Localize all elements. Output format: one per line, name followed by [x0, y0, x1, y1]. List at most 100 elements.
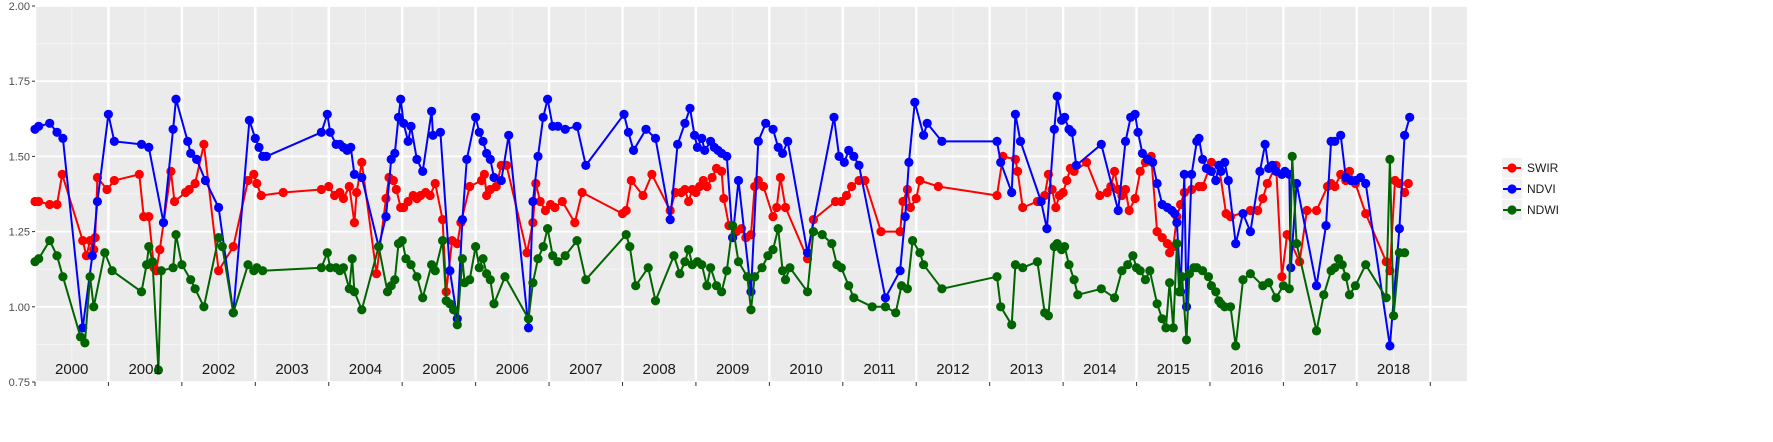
y-tick-label: 2.00 — [9, 1, 30, 13]
ndvi-point — [1036, 196, 1046, 207]
series-ndwi — [30, 151, 1410, 375]
ndwi-point — [397, 236, 407, 246]
swir-point — [1135, 166, 1145, 176]
ndwi-point — [867, 302, 877, 312]
ndwi-point — [1177, 272, 1187, 282]
year-label: 2008 — [643, 361, 676, 378]
ndvi-point — [1336, 130, 1346, 140]
ndwi-point — [474, 263, 484, 273]
ndvi-point — [849, 151, 859, 161]
ndwi-point — [669, 251, 679, 261]
swir-point — [45, 199, 55, 210]
swir-point — [1330, 181, 1340, 192]
swir-point — [1051, 202, 1061, 213]
ndvi-point — [1321, 221, 1331, 231]
ndwi-point — [533, 254, 543, 264]
ndvi-point — [1286, 263, 1296, 273]
ndwi-point — [523, 314, 534, 324]
ndvi-point — [103, 109, 113, 119]
ndvi-point — [700, 145, 710, 155]
ndwi-point — [937, 284, 947, 294]
ndwi-point — [746, 305, 756, 315]
year-label: 2005 — [422, 361, 455, 378]
ndwi-point — [631, 281, 641, 291]
ndvi-point — [1133, 127, 1143, 137]
ndwi-point — [357, 305, 367, 315]
ndvi-point — [168, 124, 178, 134]
ndwi-point — [572, 236, 582, 246]
legend: SWIR NDVI NDWI — [1502, 158, 1559, 220]
swir-point — [199, 139, 209, 149]
ndwi-point — [1032, 257, 1042, 267]
ndwi-point — [1203, 272, 1214, 282]
swir-point — [1253, 205, 1263, 216]
swir-point — [1124, 205, 1134, 216]
ndwi-point — [621, 230, 631, 240]
ndvi-point — [403, 136, 413, 146]
ndvi-point — [543, 94, 553, 104]
ndwi-point — [757, 263, 767, 273]
ndwi-point — [1135, 266, 1145, 276]
ndwi-point — [1140, 275, 1150, 285]
swir-point — [190, 178, 200, 189]
ndwi-point — [1010, 260, 1021, 270]
ndwi-point — [478, 254, 488, 264]
swir-point — [381, 193, 391, 204]
ndvi-point — [753, 136, 763, 146]
year-label: 2013 — [1010, 361, 1043, 378]
ndwi-point — [581, 275, 591, 285]
swir-point — [102, 184, 112, 195]
ndvi-point — [1137, 148, 1147, 158]
y-tick-label: 0.75 — [9, 377, 30, 389]
legend-label: NDWI — [1527, 203, 1559, 217]
swir-point — [316, 184, 326, 195]
ndwi-point — [1225, 302, 1236, 312]
swir-point — [371, 269, 382, 279]
ndvi-point — [904, 157, 914, 167]
ndvi-point — [1400, 130, 1410, 140]
swir-point — [403, 196, 413, 207]
ndwi-point — [1165, 278, 1175, 288]
ndvi-point — [553, 121, 563, 131]
year-label: 2009 — [716, 361, 749, 378]
ndwi-point — [136, 287, 147, 297]
swir-point — [626, 175, 636, 186]
ndvi-point — [1010, 109, 1021, 119]
ndvi-point — [689, 130, 700, 140]
swir-point — [1206, 157, 1216, 167]
swir-point — [252, 178, 262, 189]
ndwi-point — [153, 365, 163, 375]
ndvi-point — [1067, 127, 1077, 137]
ndwi-point — [1096, 284, 1106, 294]
swir-point — [1013, 166, 1023, 176]
ndvi-point — [528, 196, 538, 207]
ndvi-point — [685, 103, 695, 113]
swir-point — [349, 218, 359, 228]
ndvi-point — [641, 124, 651, 134]
ndvi-point — [992, 136, 1002, 146]
ndwi-point — [1264, 278, 1274, 288]
ndvi-point — [485, 154, 495, 164]
swir-point — [847, 181, 857, 192]
swir-point — [214, 266, 224, 276]
ndvi-point — [428, 130, 438, 140]
ndwi-point — [1389, 311, 1399, 321]
ndvi-point — [665, 215, 675, 225]
ndwi-point — [1287, 151, 1297, 161]
ndwi-point — [107, 266, 117, 276]
ndwi-point — [817, 230, 827, 240]
swir-point — [134, 169, 144, 179]
ndvi-point — [839, 157, 849, 167]
ndvi-point — [45, 118, 55, 128]
ndwi-point — [1073, 290, 1083, 300]
ndwi-point — [1152, 299, 1162, 309]
ndwi-point — [228, 308, 238, 318]
ndwi-point — [177, 260, 187, 270]
swir-point — [557, 196, 567, 207]
ndvi-point — [581, 160, 591, 170]
ndwi-point — [880, 302, 891, 312]
ndvi-point — [623, 127, 634, 137]
swir-point — [1361, 209, 1371, 219]
ndwi-point — [347, 254, 357, 264]
ndvi-point — [1355, 172, 1366, 183]
